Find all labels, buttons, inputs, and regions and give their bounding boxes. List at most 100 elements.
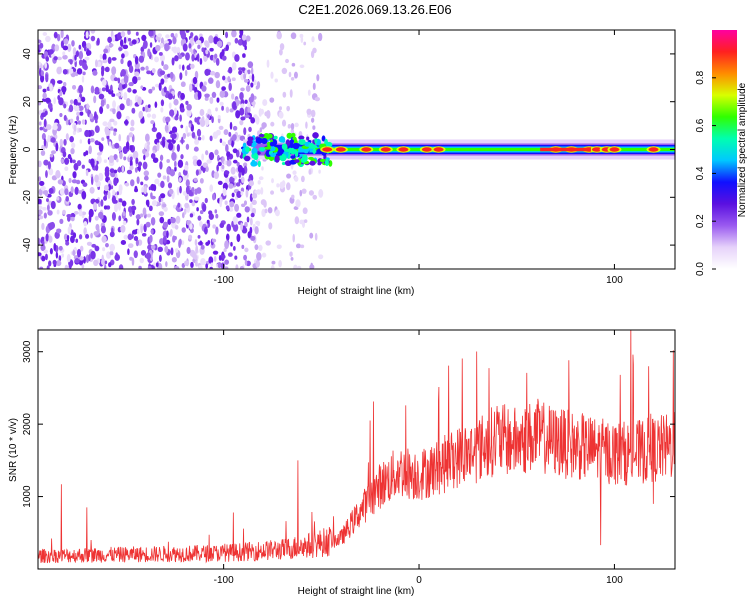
spectrogram-cell (40, 150, 46, 156)
spectrogram-cell (224, 266, 229, 269)
spectrogram-cell (219, 90, 226, 98)
spectrogram-cell (81, 62, 88, 70)
ridge-cell (309, 160, 316, 166)
spectrogram-cell (93, 95, 97, 104)
spectrogram-cell (50, 150, 57, 155)
spectrogram-cell (189, 213, 194, 218)
spectrogram-cell (144, 104, 149, 113)
spectrogram-cell (134, 167, 138, 173)
spectrogram-cell (53, 242, 57, 252)
spectrogram-cell (293, 71, 298, 79)
spectrogram-cell (182, 43, 188, 52)
ridge-hotspot (398, 147, 409, 152)
spectrogram-cell (153, 262, 156, 267)
spectrogram-cell (167, 93, 173, 100)
spectrogram-cell (240, 87, 245, 92)
spectrogram-cell (69, 118, 74, 124)
spectrogram-cell (199, 177, 204, 184)
spectrogram-cell (279, 181, 285, 190)
spectrogram-cell (300, 36, 304, 43)
spectrogram-cell (246, 216, 250, 223)
spectrogram-cell (197, 215, 202, 221)
spectrogram-cell (150, 120, 155, 125)
spectrogram-cell (143, 185, 148, 195)
spectrogram-cell (248, 180, 254, 187)
spectrogram-cell (228, 207, 234, 212)
spectrogram-cell (140, 225, 143, 234)
spectrogram-cell (201, 85, 207, 92)
spectrogram-cell (43, 118, 47, 128)
spectrogram-cell (207, 240, 211, 245)
ridge-cell (294, 150, 299, 158)
spectrogram-cell (38, 205, 43, 210)
spectrogram-cell (288, 71, 292, 78)
spectrogram-cell (176, 186, 180, 196)
spectrogram-cell (214, 53, 218, 59)
spectrogram-cell (49, 221, 56, 230)
spectrogram-cell (132, 89, 137, 94)
spectrogram-cell (38, 85, 43, 90)
ridge-cell (253, 152, 259, 161)
spectrogram-cell (157, 172, 162, 178)
spectrogram-cell (254, 244, 259, 251)
spectrogram-cell (208, 256, 214, 264)
spectrogram-cell (303, 41, 307, 46)
spectrogram-cell (81, 75, 85, 83)
spectrogram-cell (270, 71, 274, 79)
spectrogram-cell (274, 78, 278, 83)
spectrogram-cell (194, 255, 198, 260)
spectrogram-cell (271, 260, 276, 265)
spectrogram-cell (238, 171, 242, 179)
spectrogram-x-ticks: -100 100 (214, 30, 623, 286)
spectrogram-cell (68, 68, 74, 74)
spectrogram-cell (203, 81, 207, 86)
spectrogram-cell (109, 231, 115, 238)
spectrogram-cell (225, 44, 229, 51)
ridge-cell (257, 160, 261, 168)
spectrogram-cell (111, 212, 116, 221)
spectrogram-cell (239, 107, 245, 116)
spectrogram-cell (209, 47, 214, 52)
spectrogram-cell (171, 46, 174, 52)
spectrogram-cell (235, 110, 241, 119)
spectrogram-cell (62, 150, 67, 158)
spectrogram-cell (129, 145, 133, 151)
spectrogram-cell (226, 159, 232, 167)
spectrogram-cell (53, 97, 56, 105)
spectrogram-cell (121, 53, 125, 59)
spectrogram-cell (234, 54, 240, 62)
spectrogram-cell (78, 59, 83, 66)
spectrogram-cell (93, 259, 99, 267)
spectrogram-cell (210, 70, 216, 76)
spectrogram-cell (180, 124, 184, 129)
spectrogram-cell (79, 245, 84, 252)
spectrogram-cell (234, 255, 238, 260)
ridge-cell (286, 132, 293, 139)
spectrogram-cell (229, 201, 235, 208)
spectrogram-cell (110, 84, 113, 92)
spectrogram-cell (73, 124, 77, 132)
spectrogram-cell (101, 79, 107, 87)
spectrogram-cell (70, 186, 74, 194)
spectrogram-cell (293, 264, 298, 269)
spectrogram-cell (145, 65, 149, 71)
spectrogram-cell (270, 121, 275, 127)
spectrogram-cell (46, 265, 50, 269)
spectrogram-cell (116, 111, 122, 120)
spectrogram-cell (202, 203, 207, 212)
ridge-cell (301, 154, 308, 163)
spectrogram-cell (79, 256, 84, 261)
spectrogram-cell (231, 192, 235, 198)
spectrogram-cell (172, 46, 178, 54)
spectrogram-cell (44, 190, 49, 197)
spectrogram-cell (113, 131, 117, 136)
spectrogram-cell (56, 209, 60, 215)
spectrogram-cell (214, 149, 219, 156)
spectrogram-cell (113, 153, 118, 161)
spectrogram-cell (232, 177, 235, 183)
spectrogram-cell (295, 199, 301, 208)
spectrogram-cell (115, 92, 121, 97)
spectrogram-cell (276, 31, 282, 40)
spectrogram-cell (214, 209, 218, 214)
spectrogram-cell (225, 31, 229, 39)
